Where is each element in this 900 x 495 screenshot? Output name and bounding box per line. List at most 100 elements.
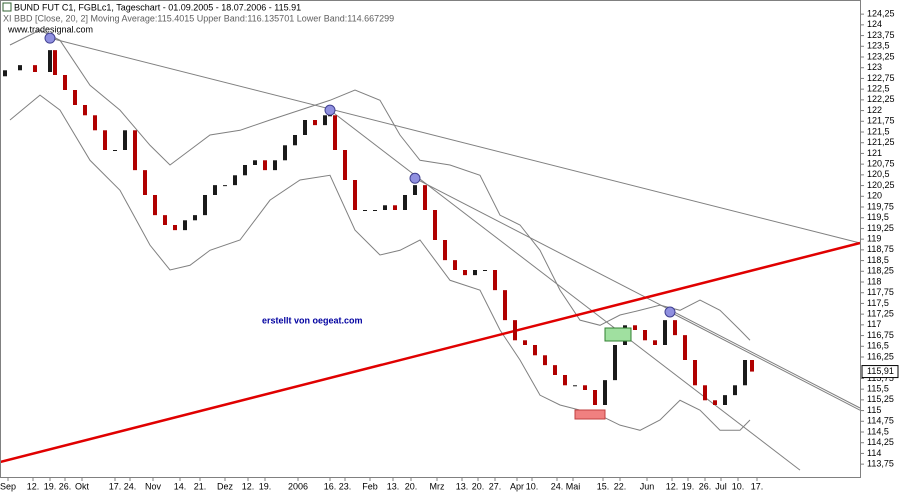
candle	[523, 340, 527, 345]
candle	[553, 365, 557, 375]
candle	[433, 210, 437, 240]
candle	[503, 290, 507, 321]
candle	[593, 390, 597, 405]
signal-box-red	[574, 409, 606, 420]
plot-area	[0, 29, 861, 471]
candle	[533, 345, 537, 356]
y-tick-label: 119,5	[867, 212, 889, 222]
y-tick-label: 114,5	[867, 426, 889, 436]
candle	[613, 345, 617, 381]
y-tick-label: 118,5	[867, 255, 889, 265]
chart-title: BUND FUT C1, FGBLc1, Tageschart - 01.09.…	[14, 2, 301, 12]
trendline	[329, 109, 801, 471]
x-tick-label: 17.	[109, 481, 122, 491]
y-tick-label: 121,25	[867, 137, 895, 147]
last-price-label: 115,91	[867, 366, 894, 376]
x-tick-label: 20.	[405, 481, 418, 491]
candle	[153, 195, 157, 216]
candle	[48, 50, 52, 72]
candle	[733, 385, 737, 396]
candle	[323, 115, 327, 126]
candle	[333, 115, 337, 150]
candle	[173, 225, 177, 231]
candle	[633, 325, 637, 330]
candle	[563, 375, 567, 386]
candle	[313, 120, 317, 126]
candle	[33, 65, 37, 72]
candle	[123, 130, 127, 150]
x-tick-label: 2006	[288, 481, 308, 491]
pivot-marker	[664, 306, 676, 318]
candle	[693, 360, 697, 386]
candle	[453, 260, 457, 270]
candle	[213, 185, 217, 195]
candle	[723, 395, 727, 405]
x-tick-label: 24.	[551, 481, 564, 491]
candle	[293, 135, 297, 146]
candle	[83, 105, 87, 116]
x-tick-label: 23.	[339, 481, 352, 491]
x-tick-label: 13.	[456, 481, 469, 491]
y-tick-label: 122,25	[867, 94, 895, 104]
x-tick-label: 24.	[124, 481, 137, 491]
y-tick-label: 117,5	[867, 298, 889, 308]
y-tick-label: 122,5	[867, 84, 890, 94]
candle	[343, 150, 347, 180]
pivot-marker	[409, 172, 421, 184]
candle	[653, 340, 657, 345]
candle	[193, 215, 197, 221]
x-tick-label: 14.	[174, 481, 187, 491]
candle	[163, 215, 167, 225]
y-tick-label: 123	[867, 62, 882, 72]
x-tick-label: Feb	[362, 481, 378, 491]
candle	[643, 330, 647, 341]
x-tick-label: Mrz	[430, 481, 445, 491]
candle	[513, 320, 517, 341]
y-tick-label: 119,75	[867, 201, 894, 211]
y-tick-label: 115,5	[867, 384, 889, 394]
x-tick-label: 19.	[682, 481, 695, 491]
y-tick-label: 123,75	[867, 30, 895, 40]
y-tick-label: 124,25	[867, 9, 895, 19]
x-tick-label: 12.	[27, 481, 40, 491]
trendline	[414, 177, 861, 409]
candle	[683, 335, 687, 360]
candle	[663, 320, 667, 345]
candle	[543, 355, 547, 366]
candle	[373, 210, 377, 211]
candle	[463, 270, 467, 276]
last-price-box	[861, 365, 899, 379]
candle	[413, 185, 417, 195]
x-tick-label: 19.	[44, 481, 57, 491]
title-icon	[2, 2, 12, 12]
candle	[133, 130, 137, 171]
y-tick-label: 122	[867, 105, 882, 115]
trendline	[0, 241, 861, 464]
x-tick-label: 20.	[472, 481, 485, 491]
candle	[383, 205, 387, 210]
y-tick-label: 114,75	[867, 416, 894, 426]
x-tick-label: Nov	[145, 481, 162, 491]
candle	[403, 195, 407, 210]
y-tick-label: 120,25	[867, 180, 895, 190]
y-tick-label: 118	[867, 276, 881, 286]
candle	[3, 70, 7, 77]
pivot-marker	[324, 104, 336, 116]
candle	[603, 380, 607, 405]
candle	[473, 270, 477, 276]
y-tick-label: 120	[867, 191, 882, 201]
x-tick-label: 19.	[259, 481, 272, 491]
candle	[203, 195, 207, 216]
candle	[303, 120, 307, 135]
y-tick-label: 118,25	[867, 266, 894, 276]
candle	[233, 175, 237, 186]
y-tick-label: 120,5	[867, 169, 890, 179]
candle	[273, 160, 277, 171]
pivot-marker	[44, 32, 56, 44]
x-tick-label: Sep	[0, 481, 16, 491]
indicator-label: XI BBD [Close, 20, 2] Moving Average:115…	[3, 13, 394, 23]
y-tick-label: 123,25	[867, 51, 895, 61]
candle	[93, 115, 97, 131]
